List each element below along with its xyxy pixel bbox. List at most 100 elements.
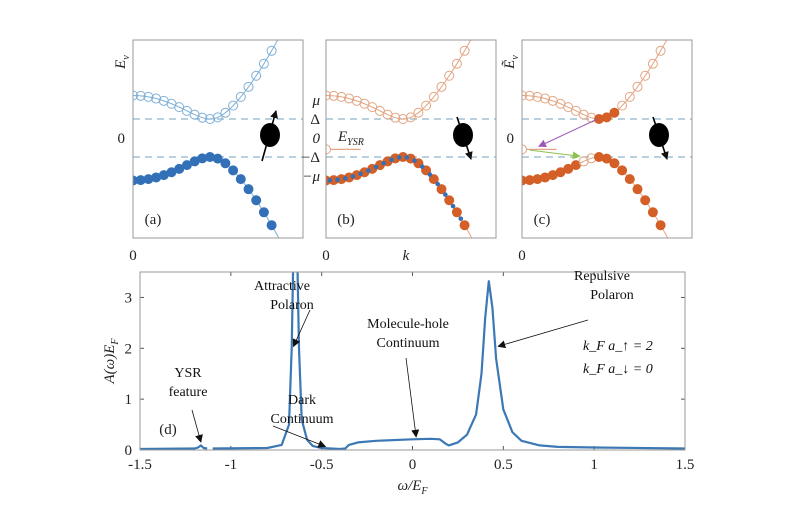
upper-band-point bbox=[220, 107, 231, 118]
purple-arrow bbox=[538, 118, 598, 148]
parameter-label: k_F a_↑ = 2 bbox=[583, 339, 653, 354]
blue-lower-point bbox=[450, 203, 456, 209]
blue-lower-point bbox=[396, 155, 402, 160]
annotation-text: Repulsive bbox=[574, 269, 630, 284]
upper-band-point bbox=[258, 58, 269, 69]
lower-band-point bbox=[624, 174, 635, 185]
lower-band-point bbox=[647, 207, 658, 218]
x-tick-label: 1 bbox=[590, 457, 598, 473]
blue-lower-point bbox=[404, 155, 410, 160]
upper-band-point bbox=[451, 58, 462, 69]
upper-band-point bbox=[151, 93, 162, 104]
lower-band-point bbox=[640, 195, 651, 206]
panel-content bbox=[133, 40, 303, 238]
upper-band-point bbox=[428, 91, 439, 102]
lower-band-point bbox=[444, 195, 455, 206]
upper-band-point bbox=[522, 90, 527, 101]
upper-band-point bbox=[212, 112, 223, 123]
blue-lower-point bbox=[358, 171, 363, 177]
upper-band-point bbox=[197, 112, 208, 123]
panel-frame bbox=[325, 39, 497, 239]
spin-down-arrow-icon bbox=[652, 116, 669, 160]
lower-band-point bbox=[617, 165, 628, 176]
panel-b: (b) 0 k μΔ 0 −Δ −μ EYSR bbox=[302, 39, 497, 264]
upper-band-point bbox=[601, 112, 612, 123]
panel-a: (a) 0 0 Eν bbox=[113, 39, 304, 264]
upper-band-point bbox=[328, 90, 339, 101]
y-tick-label: 2 bbox=[125, 341, 133, 357]
y-tick-label: Δ bbox=[310, 112, 320, 128]
panel-label: (b) bbox=[337, 212, 355, 228]
upper-band-point bbox=[624, 91, 635, 102]
upper-band-point bbox=[228, 100, 239, 111]
annotation-arrow bbox=[191, 409, 203, 443]
panel-content bbox=[522, 40, 692, 238]
spin-up-arrow-icon bbox=[261, 110, 278, 162]
y-tick-label: −Δ bbox=[302, 150, 320, 166]
ysr-point bbox=[522, 144, 527, 155]
blue-lower-point bbox=[381, 160, 387, 166]
blue-lower-point bbox=[342, 176, 348, 181]
y-tick-label: 3 bbox=[125, 290, 133, 306]
lower-band-point bbox=[601, 153, 612, 164]
upper-band-point bbox=[640, 70, 651, 81]
lower-band-point bbox=[609, 158, 620, 169]
upper-band-point bbox=[524, 90, 535, 101]
x-tick-label: 0.5 bbox=[494, 457, 513, 473]
x-tick-label: -1.5 bbox=[128, 457, 152, 473]
y-tick-label: 0 bbox=[125, 443, 133, 459]
blue-lower-point bbox=[373, 164, 379, 170]
spin-down-arrow-icon bbox=[456, 116, 473, 160]
annotation-arrow bbox=[272, 425, 327, 448]
blue-lower-point bbox=[335, 177, 340, 183]
upper-band-line bbox=[133, 40, 279, 120]
upper-band-point bbox=[617, 100, 628, 111]
green-arrow bbox=[529, 149, 581, 160]
annotation-text: Attractive bbox=[254, 279, 310, 294]
upper-band-point bbox=[540, 93, 551, 104]
y-tick-label: μ bbox=[311, 93, 320, 109]
blue-lower-point bbox=[427, 172, 433, 177]
axes-frame bbox=[139, 271, 686, 451]
blue-lower-point bbox=[435, 181, 440, 187]
blue-lower-point bbox=[350, 174, 356, 179]
lower-band-point bbox=[428, 174, 439, 185]
upper-band-point bbox=[336, 91, 347, 102]
upper-band-point bbox=[532, 91, 543, 102]
annotation-arrow bbox=[497, 319, 589, 349]
spectrum-line bbox=[140, 272, 685, 450]
upper-band-point bbox=[390, 112, 401, 123]
x-tick-label: -0.5 bbox=[310, 457, 334, 473]
x-axis-label-sub: F bbox=[420, 486, 428, 497]
x-tick-label: 0 bbox=[518, 248, 526, 264]
panel-label: (d) bbox=[159, 422, 177, 438]
annotation-text: Dark bbox=[288, 393, 316, 408]
lower-band-point bbox=[243, 184, 254, 195]
annotation-arrow bbox=[405, 357, 420, 438]
y-tick-label: 0 bbox=[507, 131, 515, 147]
upper-band-point bbox=[251, 70, 262, 81]
x-tick-label: -1 bbox=[225, 457, 238, 473]
upper-band-point bbox=[632, 81, 643, 92]
upper-band-point bbox=[133, 90, 138, 101]
upper-band-point bbox=[398, 114, 408, 124]
upper-band-point bbox=[326, 90, 331, 101]
upper-band-line bbox=[326, 40, 472, 120]
upper-band-point bbox=[135, 90, 146, 101]
panel-label: (c) bbox=[534, 212, 551, 228]
upper-band-point bbox=[647, 58, 658, 69]
panel-frame bbox=[521, 39, 693, 239]
upper-band-point bbox=[609, 107, 620, 118]
x-axis-label: k bbox=[403, 248, 410, 264]
upper-band-point bbox=[344, 93, 355, 104]
annotation-text: feature bbox=[169, 385, 208, 400]
blue-lower-point bbox=[458, 216, 464, 221]
annotation-text: Continuum bbox=[270, 412, 333, 427]
upper-band-point bbox=[421, 100, 432, 111]
parameter-label: k_F a_↓ = 0 bbox=[583, 362, 653, 377]
x-tick-label: 0 bbox=[322, 248, 330, 264]
ysr-label: EYSR bbox=[337, 129, 364, 148]
lower-band-point bbox=[459, 220, 470, 231]
lower-band-point bbox=[655, 220, 666, 231]
